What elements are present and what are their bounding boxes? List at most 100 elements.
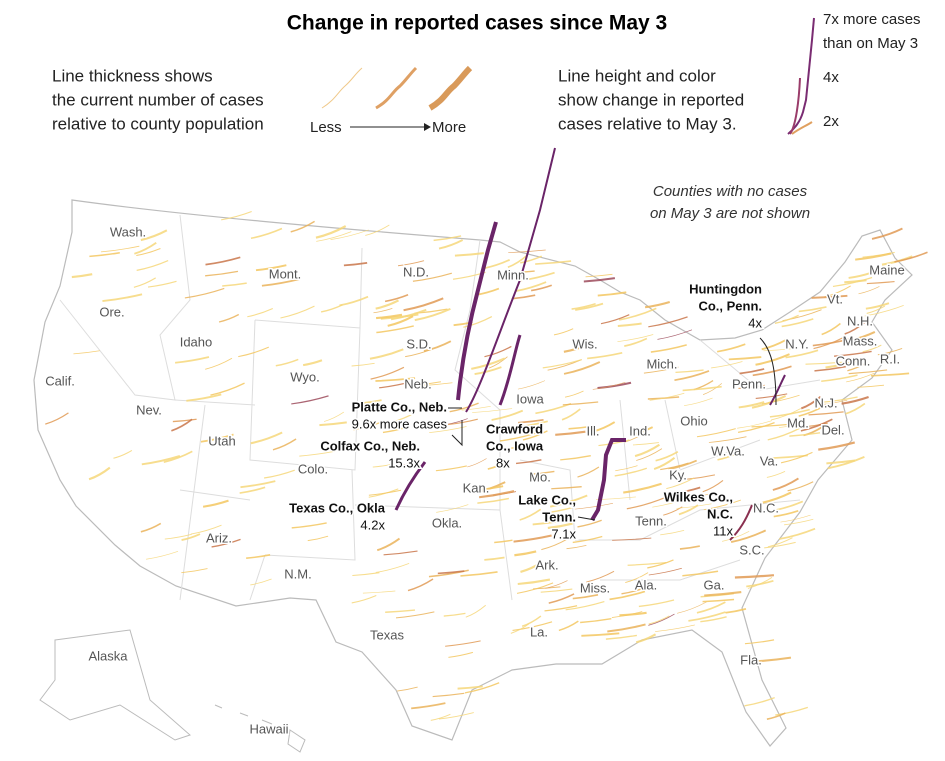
- state-label: Wis.: [572, 336, 597, 351]
- county-line: [737, 422, 775, 434]
- county-line: [822, 399, 848, 405]
- county-line: [140, 522, 162, 533]
- county-line: [813, 337, 843, 350]
- county-line: [545, 506, 572, 514]
- county-line: [134, 241, 157, 255]
- county-line: [780, 451, 813, 464]
- county-line: [762, 394, 800, 405]
- county-line: [487, 460, 508, 470]
- county-line: [808, 411, 844, 416]
- state-label: Del.: [821, 422, 844, 437]
- state-label: Md.: [787, 415, 809, 430]
- county-line: [299, 450, 335, 457]
- county-line: [483, 259, 510, 270]
- county-line: [339, 295, 369, 307]
- county-line: [752, 365, 792, 377]
- legend-scale-line: [789, 77, 801, 135]
- county-line: [563, 343, 590, 353]
- annotation-value: 4.2x: [360, 517, 385, 532]
- county-line: [205, 357, 233, 370]
- county-line: [141, 454, 181, 466]
- county-line: [382, 426, 408, 434]
- county-line: [307, 535, 329, 542]
- annotation-name: Huntingdon: [689, 281, 762, 296]
- county-line: [353, 420, 384, 431]
- state-label: Calif.: [45, 373, 75, 388]
- legend-arrowhead: [424, 123, 431, 131]
- county-line: [587, 352, 623, 360]
- county-line: [436, 504, 469, 513]
- county-line: [834, 350, 872, 357]
- county-line: [515, 459, 542, 465]
- county-line: [330, 229, 369, 240]
- county-line: [428, 569, 469, 578]
- county-line: [255, 264, 287, 272]
- county-line: [494, 539, 513, 544]
- county-line: [717, 452, 738, 461]
- state-label: Ga.: [704, 577, 725, 592]
- county-line: [657, 329, 693, 340]
- county-line: [246, 553, 271, 559]
- county-line: [465, 147, 556, 413]
- county-line: [577, 519, 602, 528]
- county-line: [555, 430, 586, 436]
- state-label: N.D.: [403, 264, 429, 279]
- county-line: [708, 436, 747, 443]
- county-line: [551, 486, 582, 490]
- county-line: [845, 402, 866, 415]
- county-line: [472, 408, 513, 413]
- county-line: [675, 369, 704, 374]
- county-line: [261, 278, 301, 287]
- legend-text: Line height and color: [558, 66, 716, 85]
- county-line: [319, 421, 347, 427]
- legend-text: show change in reported: [558, 90, 744, 109]
- county-line: [702, 480, 724, 493]
- county-line: [238, 346, 270, 358]
- county-line: [221, 211, 252, 221]
- county-line: [394, 461, 427, 511]
- county-line: [181, 533, 201, 541]
- county-line: [848, 271, 873, 279]
- county-line: [521, 615, 542, 627]
- county-line: [520, 271, 555, 282]
- county-line: [624, 337, 648, 347]
- county-line: [517, 578, 551, 586]
- county-line: [866, 305, 886, 314]
- county-line: [624, 431, 647, 443]
- county-line: [870, 372, 910, 377]
- state-label: Nev.: [136, 402, 162, 417]
- county-line: [737, 420, 772, 429]
- county-line: [877, 347, 903, 356]
- border: [174, 239, 821, 601]
- state-label: Tenn.: [635, 513, 667, 528]
- state-label: Utah: [208, 433, 235, 448]
- county-line: [376, 537, 401, 552]
- scale-label: 2x: [823, 113, 839, 130]
- county-line: [655, 451, 679, 462]
- county-line: [761, 339, 787, 351]
- county-line: [648, 567, 682, 576]
- annotation-name: Platte Co., Neb.: [352, 399, 447, 414]
- county-line: [814, 365, 846, 372]
- annotation-name: Texas Co., Okla: [289, 500, 386, 515]
- county-line: [605, 634, 637, 640]
- county-line: [674, 370, 710, 382]
- scale-label: 7x more cases: [823, 11, 921, 28]
- county-line: [592, 381, 626, 390]
- hawaii-outline: [214, 704, 306, 753]
- annotation-name: Co., Penn.: [698, 298, 762, 313]
- county-line: [611, 611, 643, 619]
- county-line: [592, 421, 616, 433]
- county-line: [638, 599, 675, 608]
- state-label: Ariz.: [206, 530, 232, 545]
- annotation-value: 11x: [713, 523, 733, 538]
- county-line: [163, 450, 193, 463]
- county-line: [250, 431, 283, 445]
- annotation-value: 15.3x: [388, 455, 420, 470]
- county-line: [561, 408, 581, 421]
- county-line: [682, 385, 722, 392]
- county-line: [507, 254, 528, 268]
- county-line: [514, 550, 537, 557]
- scale-label: 4x: [823, 69, 839, 86]
